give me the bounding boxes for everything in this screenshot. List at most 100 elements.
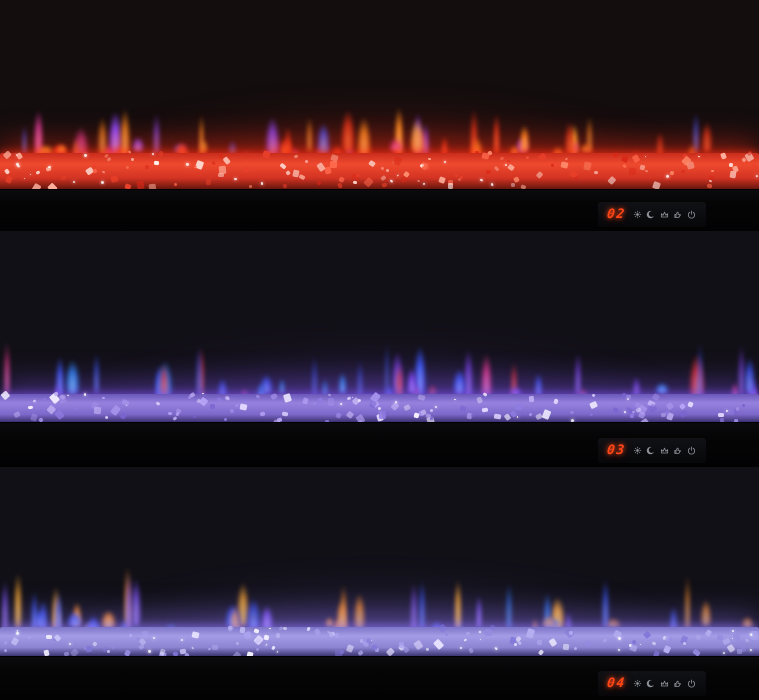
crystal-speck <box>313 628 321 637</box>
crystal-speck <box>481 152 490 161</box>
flame-tongue <box>199 135 209 154</box>
flame-brightness-icon[interactable] <box>633 210 642 219</box>
crystal-speck <box>253 628 259 634</box>
crystal-speck <box>110 175 120 184</box>
crystal-speck <box>135 636 139 640</box>
crystal-speck <box>35 169 41 175</box>
crystal-speck <box>216 397 222 403</box>
crystal-speck <box>390 179 394 183</box>
sleep-timer-icon[interactable] <box>646 679 655 688</box>
crystal-speck <box>590 393 595 398</box>
crystal-speck <box>263 634 269 640</box>
crystal-speck <box>222 155 231 165</box>
flame-tongue <box>120 614 129 633</box>
crystal-speck <box>106 649 111 653</box>
crystal-speck <box>2 640 9 646</box>
flame-tongue <box>510 350 518 399</box>
fireplace-panel-bottom: 04 <box>0 467 759 700</box>
flame-tongue <box>700 591 712 627</box>
crystal-speck <box>350 150 357 157</box>
sleep-timer-icon[interactable] <box>646 446 655 455</box>
flame-effect-icon[interactable] <box>660 679 669 688</box>
crystal-speck <box>470 413 474 418</box>
heater-icon[interactable] <box>673 446 682 455</box>
crystal-speck <box>211 160 217 166</box>
sleep-timer-icon[interactable] <box>646 210 655 219</box>
crystal-speck <box>589 400 599 409</box>
flame-tongue <box>316 112 331 153</box>
crystal-speck <box>211 644 219 651</box>
crystal-ember-bed <box>0 623 759 661</box>
crystal-speck <box>564 157 569 162</box>
flame-tongue <box>130 562 142 627</box>
flame-tongue <box>421 111 430 158</box>
crystal-speck <box>402 645 410 653</box>
flame-tongue <box>653 379 671 394</box>
crystal-speck <box>458 405 466 412</box>
crystal-speck <box>185 162 190 167</box>
flame-tongue <box>33 94 44 156</box>
crystal-speck <box>506 159 510 163</box>
crystal-speck <box>141 630 149 639</box>
flame-effect-icon[interactable] <box>660 210 669 219</box>
flame-tongue <box>741 612 755 628</box>
flame-tongue <box>385 324 390 397</box>
crystal-speck <box>380 174 387 182</box>
power-icon[interactable] <box>687 446 696 455</box>
flame-tongue <box>531 613 538 632</box>
fireplace-panel-top: 02 <box>0 0 759 231</box>
crystal-speck <box>651 641 657 647</box>
crystal-speck <box>444 632 449 637</box>
crystal-speck <box>413 639 424 651</box>
fireplace-panel-middle: 03 <box>0 231 759 467</box>
flame-brightness-icon[interactable] <box>633 679 642 688</box>
flame-tongue <box>130 132 145 153</box>
heater-icon[interactable] <box>673 679 682 688</box>
crystal-speck <box>281 411 289 417</box>
crystal-speck <box>29 413 38 422</box>
crystal-speck <box>201 393 204 396</box>
crystal-speck <box>30 173 32 176</box>
flame-tongue <box>508 141 521 157</box>
crystal-speck <box>582 161 591 171</box>
crystal-speck <box>131 158 134 161</box>
flame-tongue <box>418 562 425 632</box>
heater-icon[interactable] <box>673 210 682 219</box>
crystal-speck <box>291 169 300 177</box>
crystal-speck <box>418 410 425 417</box>
crystal-speck <box>23 177 26 180</box>
crystal-speck <box>569 410 574 415</box>
crystal-speck <box>84 392 87 396</box>
flame-tongue <box>602 561 609 629</box>
crystal-speck <box>239 403 248 410</box>
crystal-speck <box>563 643 570 651</box>
crystal-speck <box>229 408 234 413</box>
flame-effect-icon[interactable] <box>660 446 669 455</box>
crystal-speck <box>153 161 159 166</box>
flame-tongue <box>392 146 401 159</box>
crystal-speck <box>515 403 523 411</box>
flame-brightness-icon[interactable] <box>633 446 642 455</box>
flame-tongue <box>440 128 448 158</box>
power-icon[interactable] <box>687 679 696 688</box>
crystal-speck <box>125 165 130 170</box>
crystal-speck <box>83 153 88 158</box>
crystal-speck <box>138 644 145 651</box>
crystal-speck <box>662 644 672 655</box>
flame-tongue <box>509 383 524 396</box>
led-control-panel: 03 <box>598 438 706 463</box>
power-icon[interactable] <box>687 210 696 219</box>
flame-tongue <box>480 337 494 402</box>
crystal-speck <box>632 410 635 413</box>
flame-tongue <box>119 91 132 160</box>
crystal-speck <box>106 156 111 162</box>
flame-tongue <box>289 143 301 160</box>
crystal-speck <box>205 178 211 185</box>
crystal-speck <box>425 647 430 652</box>
crystal-speck <box>45 635 52 640</box>
crystal-speck <box>623 410 627 414</box>
crystal-speck <box>628 643 638 652</box>
crystal-speck <box>573 646 578 652</box>
crystal-speck <box>459 175 463 179</box>
crystal-speck <box>180 639 184 643</box>
